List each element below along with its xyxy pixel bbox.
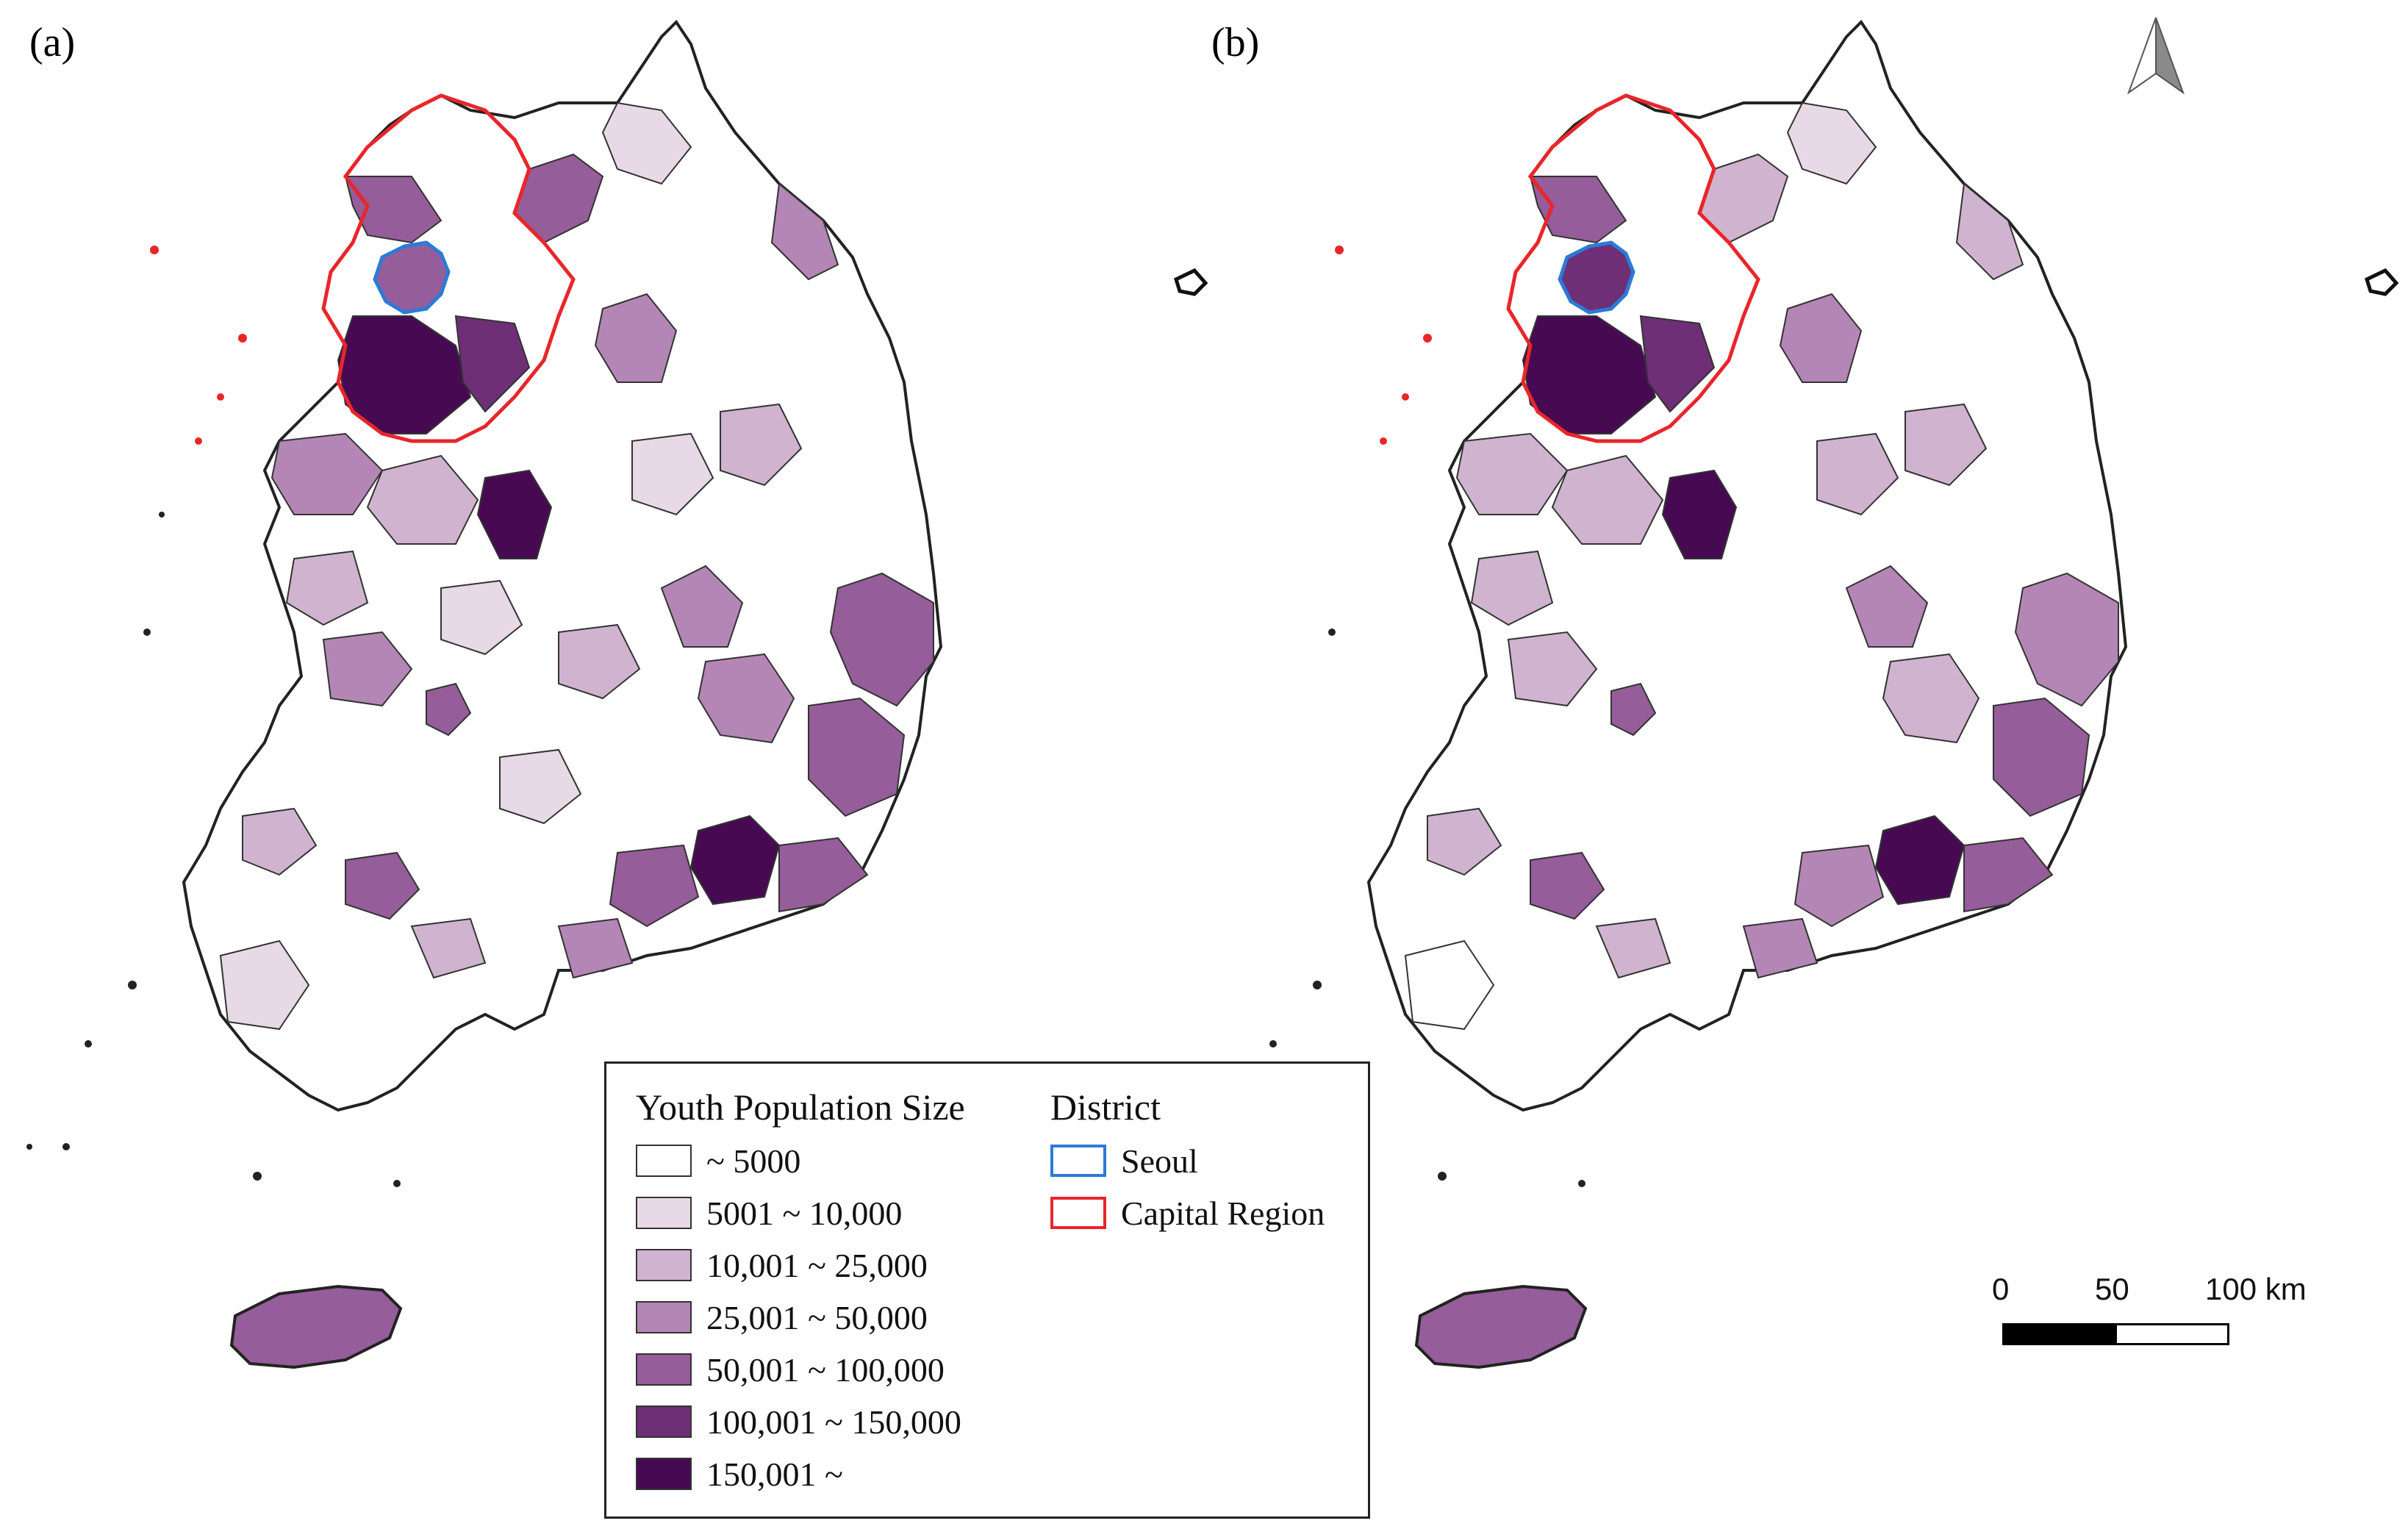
legend-swatch bbox=[636, 1353, 692, 1386]
legend-class-7: 150,001 ~ bbox=[636, 1455, 843, 1493]
legend-size-title: Youth Population Size bbox=[636, 1086, 965, 1128]
legend-district-label: Capital Region bbox=[1121, 1194, 1325, 1232]
legend-class-3: 10,001 ~ 25,000 bbox=[636, 1246, 928, 1284]
legend-swatch bbox=[636, 1197, 692, 1229]
islands-b bbox=[1269, 629, 1585, 1187]
panel-label-b: (b) bbox=[1211, 20, 1260, 65]
legend-class-label: 100,001 ~ 150,000 bbox=[706, 1403, 961, 1441]
scale-segment-white bbox=[2115, 1323, 2229, 1345]
scale-bar: 0 50 100 km bbox=[1985, 1272, 2307, 1345]
legend-swatch bbox=[636, 1249, 692, 1281]
scale-tick-50: 50 bbox=[2095, 1272, 2129, 1306]
legend-class-2: 5001 ~ 10,000 bbox=[636, 1194, 902, 1232]
ulleungdo-b bbox=[2364, 268, 2399, 296]
ulleungdo-a bbox=[1173, 268, 1208, 296]
legend-class-label: 150,001 ~ bbox=[706, 1455, 843, 1493]
district-fills-a bbox=[219, 101, 934, 1031]
legend: Youth Population Size District ~ 5000 50… bbox=[604, 1061, 1370, 1519]
legend-district-label: Seoul bbox=[1121, 1142, 1198, 1180]
legend-class-label: 25,001 ~ 50,000 bbox=[706, 1298, 928, 1336]
legend-swatch bbox=[636, 1301, 692, 1333]
legend-class-label: 10,001 ~ 25,000 bbox=[706, 1246, 928, 1284]
north-arrow-icon bbox=[2126, 17, 2185, 95]
legend-swatch bbox=[636, 1145, 692, 1177]
legend-class-5: 50,001 ~ 100,000 bbox=[636, 1350, 945, 1389]
panel-label-a: (a) bbox=[29, 20, 76, 65]
legend-class-label: ~ 5000 bbox=[706, 1142, 801, 1180]
legend-class-label: 5001 ~ 10,000 bbox=[706, 1194, 903, 1232]
legend-swatch bbox=[636, 1406, 692, 1438]
scale-tick-100: 100 km bbox=[2205, 1272, 2307, 1306]
legend-outline-swatch bbox=[1050, 1145, 1106, 1177]
legend-class-label: 50,001 ~ 100,000 bbox=[706, 1350, 945, 1389]
legend-district-seoul: Seoul bbox=[1050, 1142, 1198, 1180]
legend-class-6: 100,001 ~ 150,000 bbox=[636, 1403, 961, 1441]
legend-class-4: 25,001 ~ 50,000 bbox=[636, 1298, 928, 1336]
islands-a bbox=[26, 512, 401, 1187]
scale-segment-black bbox=[2002, 1323, 2117, 1345]
legend-swatch bbox=[636, 1458, 692, 1490]
legend-outline-swatch bbox=[1050, 1197, 1106, 1229]
legend-district-title: District bbox=[1050, 1086, 1161, 1128]
district-fills-b bbox=[1404, 101, 2119, 1031]
red-islands-a bbox=[150, 246, 247, 445]
red-islands-b bbox=[1335, 246, 1432, 445]
map-panel-b bbox=[1269, 21, 2127, 1369]
legend-district-capital: Capital Region bbox=[1050, 1194, 1325, 1232]
map-panel-a bbox=[26, 21, 942, 1369]
legend-class-1: ~ 5000 bbox=[636, 1142, 800, 1180]
scale-tick-0: 0 bbox=[1992, 1272, 2010, 1306]
